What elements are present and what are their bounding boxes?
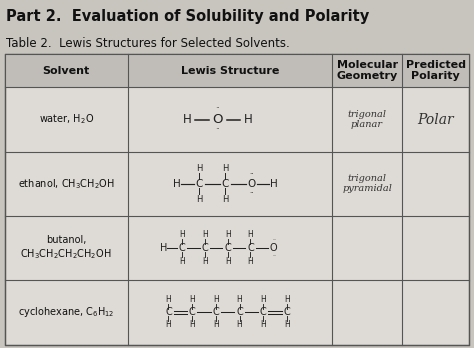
Text: O: O [247, 179, 255, 189]
Text: H: H [173, 179, 181, 189]
Text: C: C [179, 243, 185, 253]
Text: C: C [212, 307, 219, 317]
Text: C: C [201, 243, 208, 253]
Text: H: H [189, 295, 195, 304]
Text: H: H [247, 257, 253, 266]
Text: ··: ·· [215, 125, 220, 134]
Text: H: H [165, 295, 171, 304]
Text: C: C [236, 307, 243, 317]
Text: H: H [244, 113, 253, 126]
Text: H: H [213, 295, 219, 304]
Text: O: O [269, 243, 277, 253]
Text: Molecular
Geometry: Molecular Geometry [337, 60, 398, 81]
Text: O: O [212, 113, 223, 126]
Text: H: H [237, 321, 242, 330]
Text: H: H [202, 257, 208, 266]
Text: C: C [260, 307, 266, 317]
Text: H: H [179, 230, 185, 239]
Text: cyclohexane, C$_6$H$_{12}$: cyclohexane, C$_6$H$_{12}$ [18, 306, 114, 319]
Text: H: H [225, 257, 230, 266]
Text: ··: ·· [249, 190, 254, 196]
Text: H: H [284, 321, 290, 330]
Text: H: H [222, 195, 228, 204]
Text: H: H [225, 230, 230, 239]
Text: H: H [237, 295, 242, 304]
Text: ··: ·· [215, 104, 220, 113]
Text: Predicted
Polarity: Predicted Polarity [406, 60, 465, 81]
Text: C: C [222, 179, 229, 189]
Text: C: C [247, 243, 254, 253]
Text: Table 2.  Lewis Structures for Selected Solvents.: Table 2. Lewis Structures for Selected S… [6, 37, 290, 49]
Text: H: H [213, 321, 219, 330]
Text: H: H [189, 321, 195, 330]
Text: water, H$_2$O: water, H$_2$O [39, 113, 94, 126]
Text: Solvent: Solvent [43, 66, 90, 76]
Text: C: C [189, 307, 195, 317]
Text: ethanol, CH$_3$CH$_2$OH: ethanol, CH$_3$CH$_2$OH [18, 177, 115, 191]
Text: trigonal
pyramidal: trigonal pyramidal [342, 174, 392, 193]
Text: H: H [165, 321, 171, 330]
Text: butanol,
CH$_3$CH$_2$CH$_2$CH$_2$OH: butanol, CH$_3$CH$_2$CH$_2$CH$_2$OH [20, 235, 112, 261]
Text: H: H [196, 164, 202, 173]
Text: H: H [260, 321, 266, 330]
Text: C: C [196, 179, 203, 189]
Text: H: H [247, 230, 253, 239]
Text: Lewis Structure: Lewis Structure [181, 66, 279, 76]
Text: H: H [222, 164, 228, 173]
Text: ··: ·· [272, 237, 276, 242]
Text: H: H [179, 257, 185, 266]
Text: H: H [284, 295, 290, 304]
Text: trigonal
planar: trigonal planar [347, 110, 387, 129]
Text: H: H [183, 113, 192, 126]
Text: H: H [270, 179, 277, 189]
Text: Polar: Polar [417, 112, 454, 127]
Text: H: H [202, 230, 208, 239]
Text: C: C [224, 243, 231, 253]
Text: C: C [165, 307, 172, 317]
Text: C: C [283, 307, 290, 317]
Text: H: H [196, 195, 202, 204]
Text: ··: ·· [272, 253, 276, 258]
Text: ··: ·· [249, 171, 254, 177]
Text: H: H [160, 243, 167, 253]
Text: H: H [260, 295, 266, 304]
Text: Part 2.  Evaluation of Solubility and Polarity: Part 2. Evaluation of Solubility and Pol… [6, 9, 369, 24]
